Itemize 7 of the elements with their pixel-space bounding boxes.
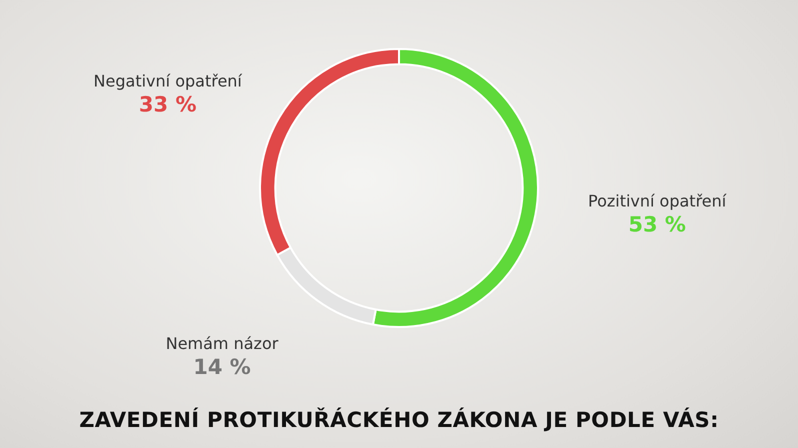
data-label: 14 % — [193, 354, 251, 379]
data-label: 33 % — [138, 92, 196, 117]
data-label: 53 % — [628, 212, 686, 237]
slice-label: Pozitivní opatření — [588, 192, 727, 211]
slice-label: Negativní opatření — [94, 72, 242, 91]
text: ZAVEDENÍ PROTIKUŘÁCKÉHO ZÁKONA JE PODLE VÁS: — [78, 408, 720, 432]
slice-label: Nemám názor — [166, 334, 279, 353]
